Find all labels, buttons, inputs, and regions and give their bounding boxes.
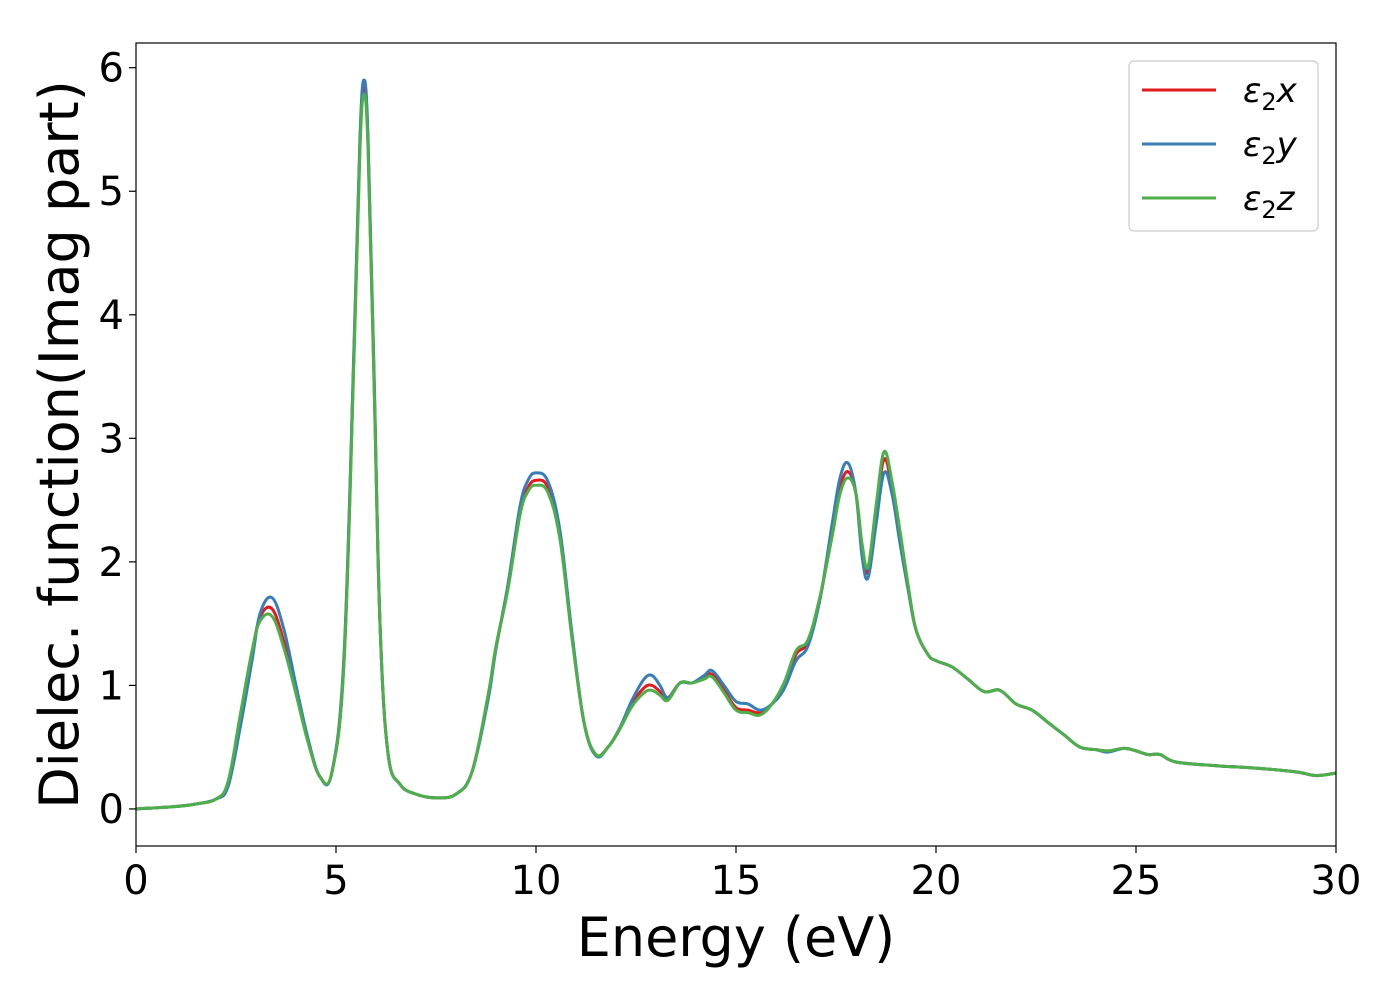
x-tick-label: 15	[711, 858, 762, 904]
series-line-z	[135, 93, 1337, 811]
x-tick-label: 30	[1311, 858, 1362, 904]
legend-epsilon: ε	[1243, 179, 1261, 219]
legend-subscript: 2	[1261, 88, 1276, 116]
legend-subscript: 2	[1261, 142, 1276, 170]
y-tick-label: 3	[99, 416, 124, 462]
legend-box	[1128, 60, 1319, 232]
legend-epsilon: ε	[1243, 71, 1261, 111]
series-layer	[135, 78, 1337, 811]
legend-label-x: ε2x	[1243, 71, 1298, 116]
legend-subscript: 2	[1261, 196, 1276, 224]
x-tick-label: 10	[511, 858, 562, 904]
x-tick-label: 5	[323, 858, 348, 904]
legend-variable: z	[1276, 179, 1296, 219]
y-tick-label: 4	[99, 293, 124, 339]
y-tick-label: 0	[99, 787, 124, 833]
y-tick-label: 5	[99, 169, 124, 215]
legend-variable: y	[1276, 125, 1298, 165]
legend-variable: x	[1276, 71, 1298, 111]
legend-label-z: ε2z	[1243, 179, 1296, 224]
y-tick-label: 2	[99, 540, 124, 586]
x-tick-label: 0	[123, 858, 148, 904]
legend-label-y: ε2y	[1243, 125, 1298, 170]
x-tick-label: 20	[911, 858, 962, 904]
x-axis-title: Energy (eV)	[577, 906, 896, 969]
legend-epsilon: ε	[1243, 125, 1261, 165]
y-axis-title: Dielec. function(Imag part)	[28, 80, 91, 809]
y-tick-label: 6	[99, 46, 124, 92]
y-tick-label: 1	[99, 663, 124, 709]
x-tick-label: 25	[1111, 858, 1162, 904]
ticks-layer: 0 5 10 15 20 25 30 0 1 2 3 4 5 6	[99, 46, 1362, 904]
